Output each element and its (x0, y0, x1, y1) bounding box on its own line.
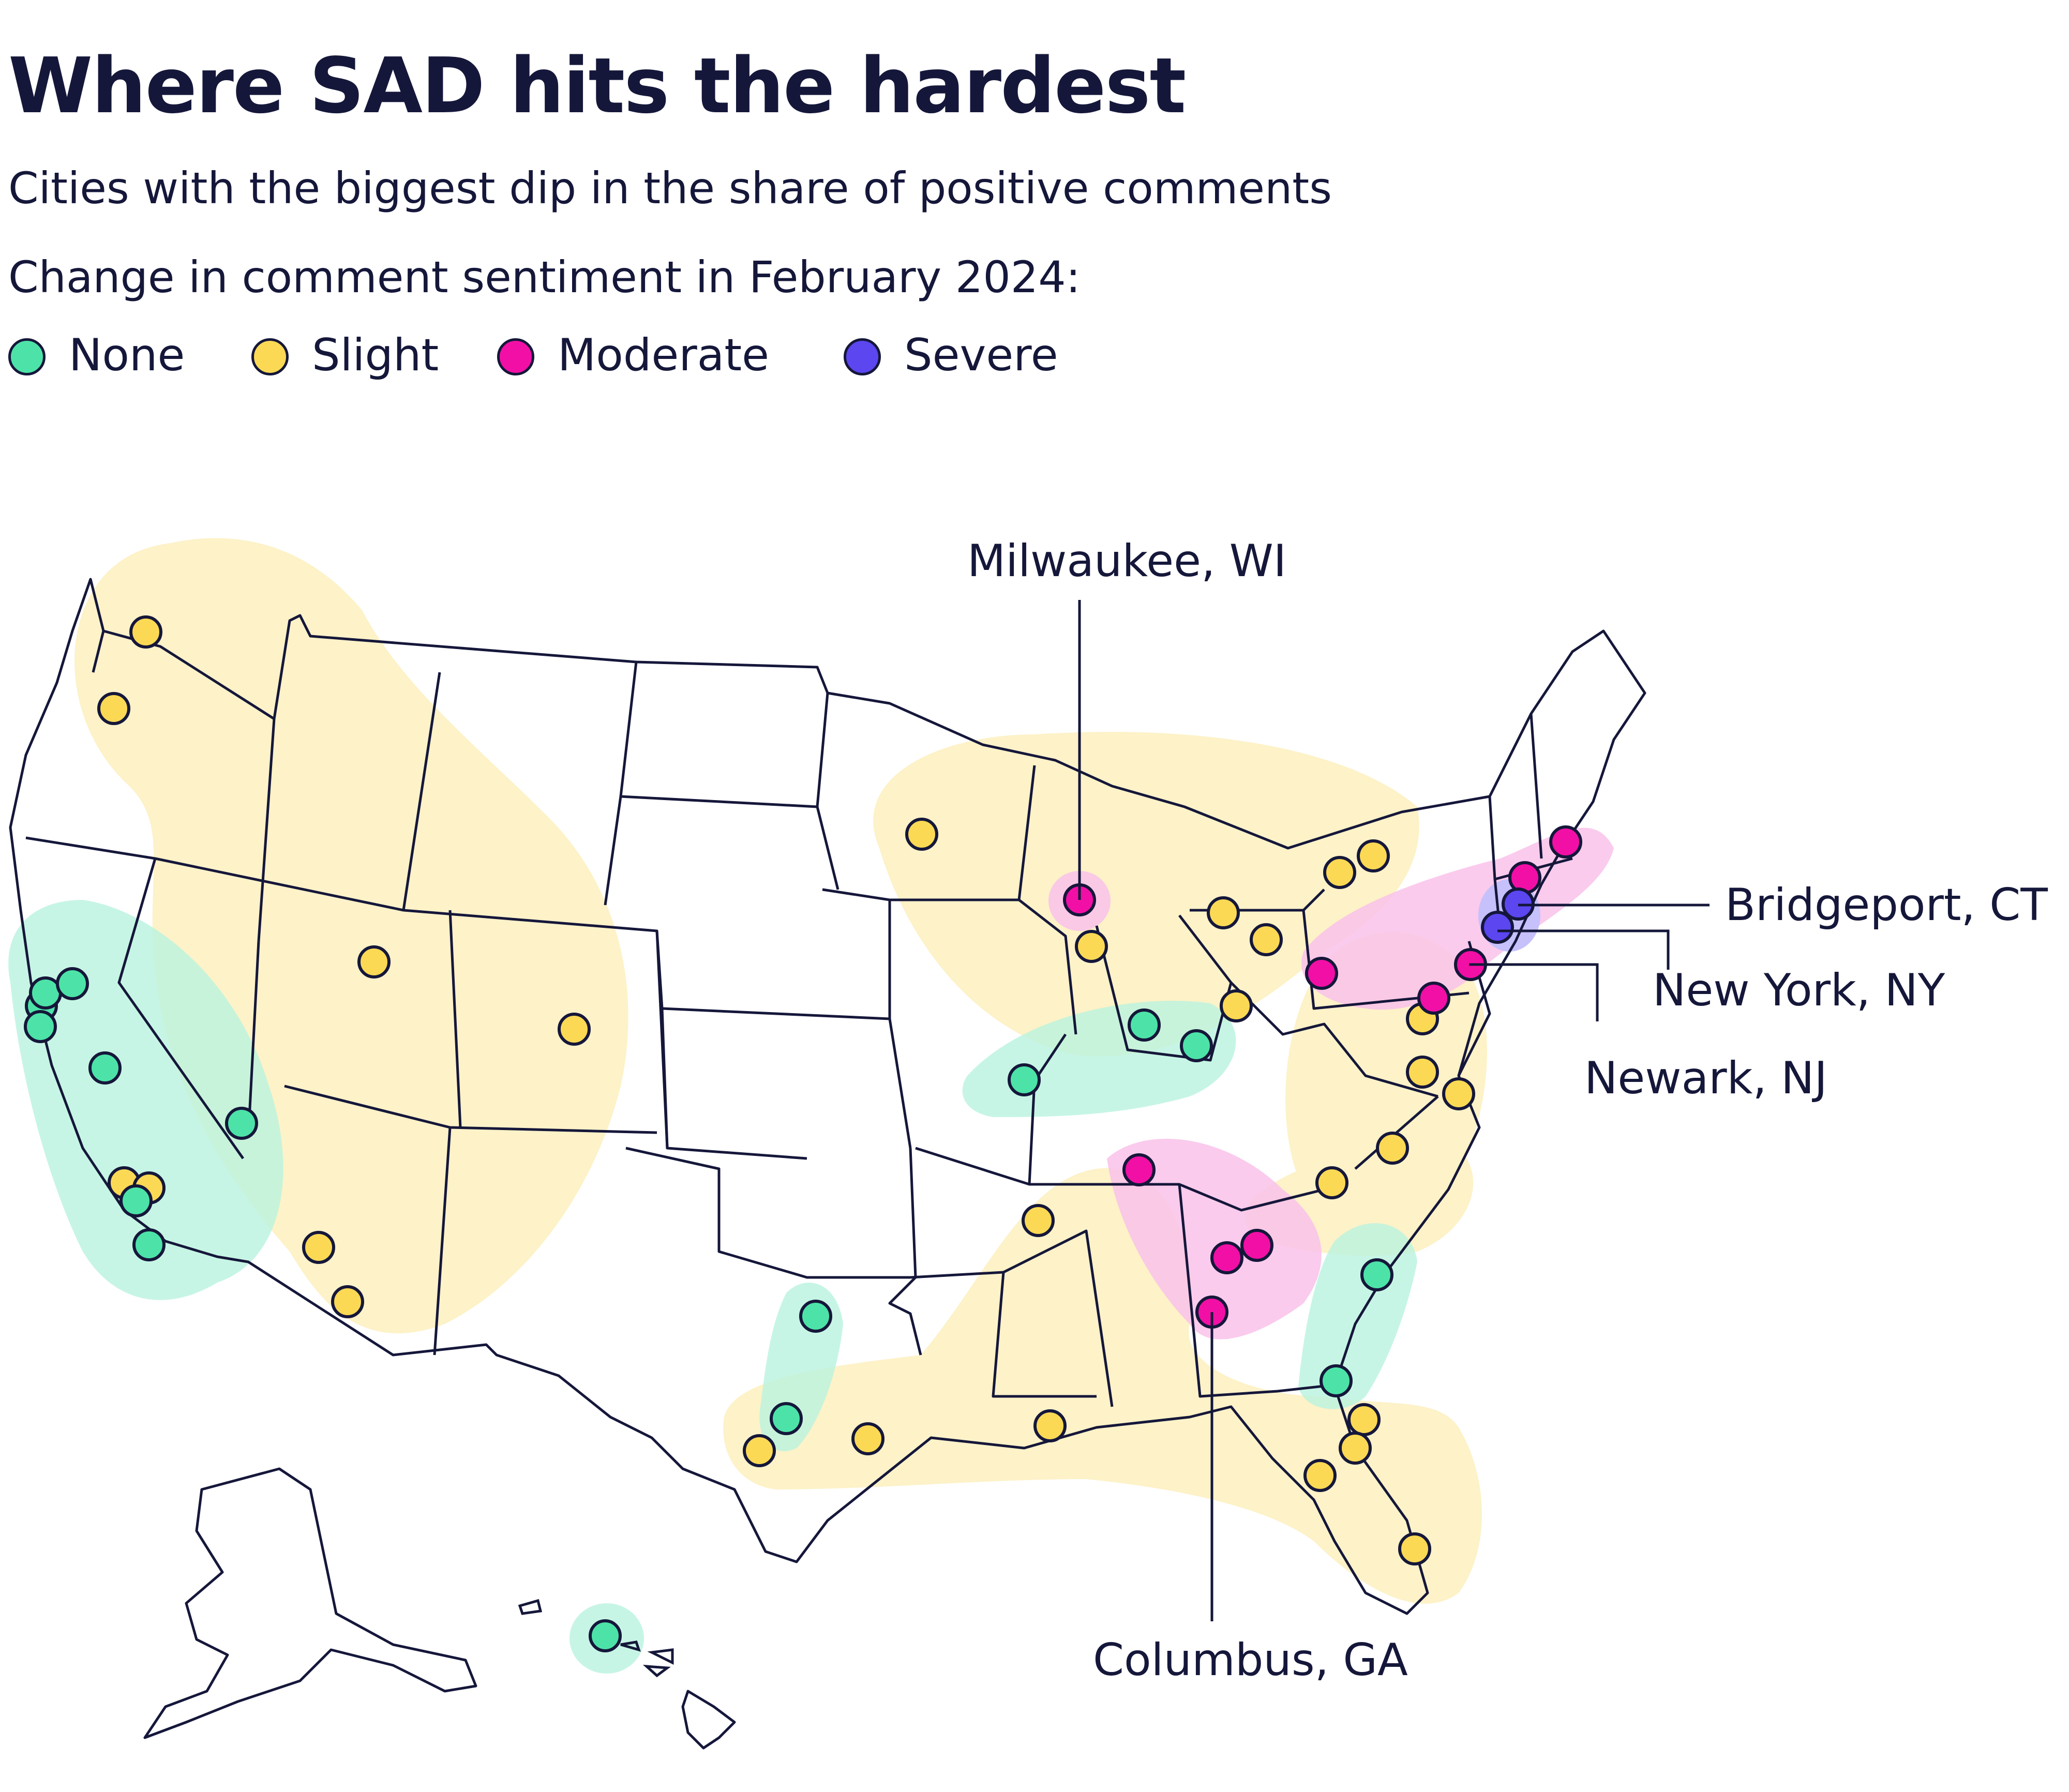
city-dot-slight (331, 1285, 364, 1318)
legend-label-severe: Severe (904, 329, 1058, 381)
state-line-27 (1230, 982, 1438, 1098)
city-dot-none (88, 1051, 122, 1085)
city-dot-slight (743, 1434, 776, 1467)
city-dot-slight (1357, 839, 1390, 872)
callout-new-york: New York, NY (1653, 965, 1945, 1016)
leader-new-york (1497, 929, 1670, 970)
city-dot-slight (302, 1231, 335, 1264)
city-dot-moderate (1122, 1153, 1156, 1186)
city-dot-none (589, 1619, 622, 1652)
city-dot-slight (1406, 1056, 1439, 1089)
legend-label-slight: Slight (312, 329, 439, 381)
city-dot-slight (97, 692, 130, 725)
city-dot-slight (357, 945, 391, 978)
city-dot-slight (1339, 1432, 1372, 1465)
city-dot-slight (1398, 1532, 1431, 1565)
hawaii-islands (518, 1599, 674, 1678)
city-dots (24, 615, 1582, 1652)
city-dot-moderate (1549, 825, 1582, 859)
city-dot-slight (1323, 856, 1356, 889)
legend-swatch-moderate (497, 338, 534, 375)
city-dot-slight (851, 1422, 884, 1455)
hawaii-big-island (681, 1690, 736, 1750)
halo-south-slight (723, 1168, 1482, 1604)
state-line-10 (619, 661, 829, 808)
city-dot-none (1128, 1008, 1161, 1042)
city-dot-none (1320, 1364, 1353, 1397)
state-line-24 (1095, 914, 1233, 1062)
state-line-2 (25, 836, 245, 1159)
city-dot-slight (1075, 930, 1108, 963)
city-dot-slight (1033, 1409, 1067, 1442)
subtitle: Cities with the biggest dip in the share… (8, 163, 1332, 214)
callout-milwaukee: Milwaukee, WI (967, 535, 1287, 587)
city-dot-severe (1481, 911, 1514, 944)
state-line-13 (661, 1008, 669, 1149)
state-line-8 (433, 1127, 452, 1356)
city-dot-slight (1022, 1204, 1055, 1237)
page-title: Where SAD hits the hardest (8, 41, 1186, 130)
state-line-9 (448, 910, 462, 1128)
state-line-11 (604, 796, 622, 906)
callout-newark: Newark, NJ (1584, 1052, 1827, 1104)
state-line-15 (816, 806, 839, 890)
halo-midwest-slight (873, 732, 1419, 1057)
city-dot-none (799, 1300, 832, 1333)
state-line-17 (888, 1148, 922, 1356)
city-dot-moderate (1417, 982, 1450, 1015)
state-line-6 (247, 941, 260, 1138)
city-dot-slight (1220, 989, 1253, 1022)
city-dot-none (770, 1402, 803, 1435)
city-dot-slight (1442, 1077, 1475, 1110)
city-dot-none (1008, 1063, 1041, 1096)
city-dot-none (1180, 1029, 1213, 1062)
state-line-1 (92, 630, 105, 673)
alaska-outline (143, 1467, 477, 1739)
callout-columbus: Columbus, GA (1093, 1634, 1408, 1686)
state-line-14 (822, 888, 891, 1019)
city-dot-none (132, 1228, 166, 1261)
city-dot-moderate (1210, 1241, 1243, 1274)
city-dot-none (56, 967, 89, 1000)
city-dot-none (1360, 1258, 1393, 1291)
legend-swatch-severe (844, 338, 881, 375)
city-dot-slight (905, 818, 938, 851)
state-line-5 (257, 718, 276, 942)
city-dot-slight (1347, 1403, 1381, 1436)
city-dot-slight (1303, 1459, 1337, 1492)
city-dot-slight (1315, 1166, 1348, 1199)
state-line-22 (1017, 765, 1077, 1035)
legend-swatch-none (8, 338, 46, 375)
city-dot-none (24, 1010, 57, 1043)
legend-swatch-slight (251, 338, 289, 375)
callout-bridgeport: Bridgeport, CT (1725, 879, 2048, 931)
city-dot-slight (1376, 1132, 1409, 1165)
city-dot-slight (1250, 923, 1283, 956)
state-line-12 (655, 930, 912, 1149)
state-line-18 (910, 1271, 1097, 1398)
city-dot-slight (129, 615, 162, 649)
halo-southeast-moderate (1107, 1138, 1322, 1339)
city-dot-moderate (1240, 1229, 1273, 1262)
city-dot-none (225, 1107, 258, 1140)
legend-label-moderate: Moderate (558, 329, 770, 381)
callout-leaders (1078, 600, 1710, 1621)
legend-title: Change in comment sentiment in February … (8, 252, 1081, 303)
halo-california-none (8, 900, 283, 1300)
leader-newark (1469, 963, 1599, 1021)
state-line-16 (625, 1147, 910, 1279)
city-dot-moderate (1305, 957, 1338, 990)
state-line-32 (1530, 713, 1543, 859)
conus-outline (9, 578, 1646, 1615)
city-dot-none (119, 1184, 153, 1217)
state-line-26 (1178, 1184, 1325, 1398)
legend-label-none: None (69, 329, 185, 381)
state-line-19 (1002, 1229, 1114, 1407)
city-dot-slight (558, 1013, 591, 1046)
city-dot-slight (1207, 896, 1240, 929)
